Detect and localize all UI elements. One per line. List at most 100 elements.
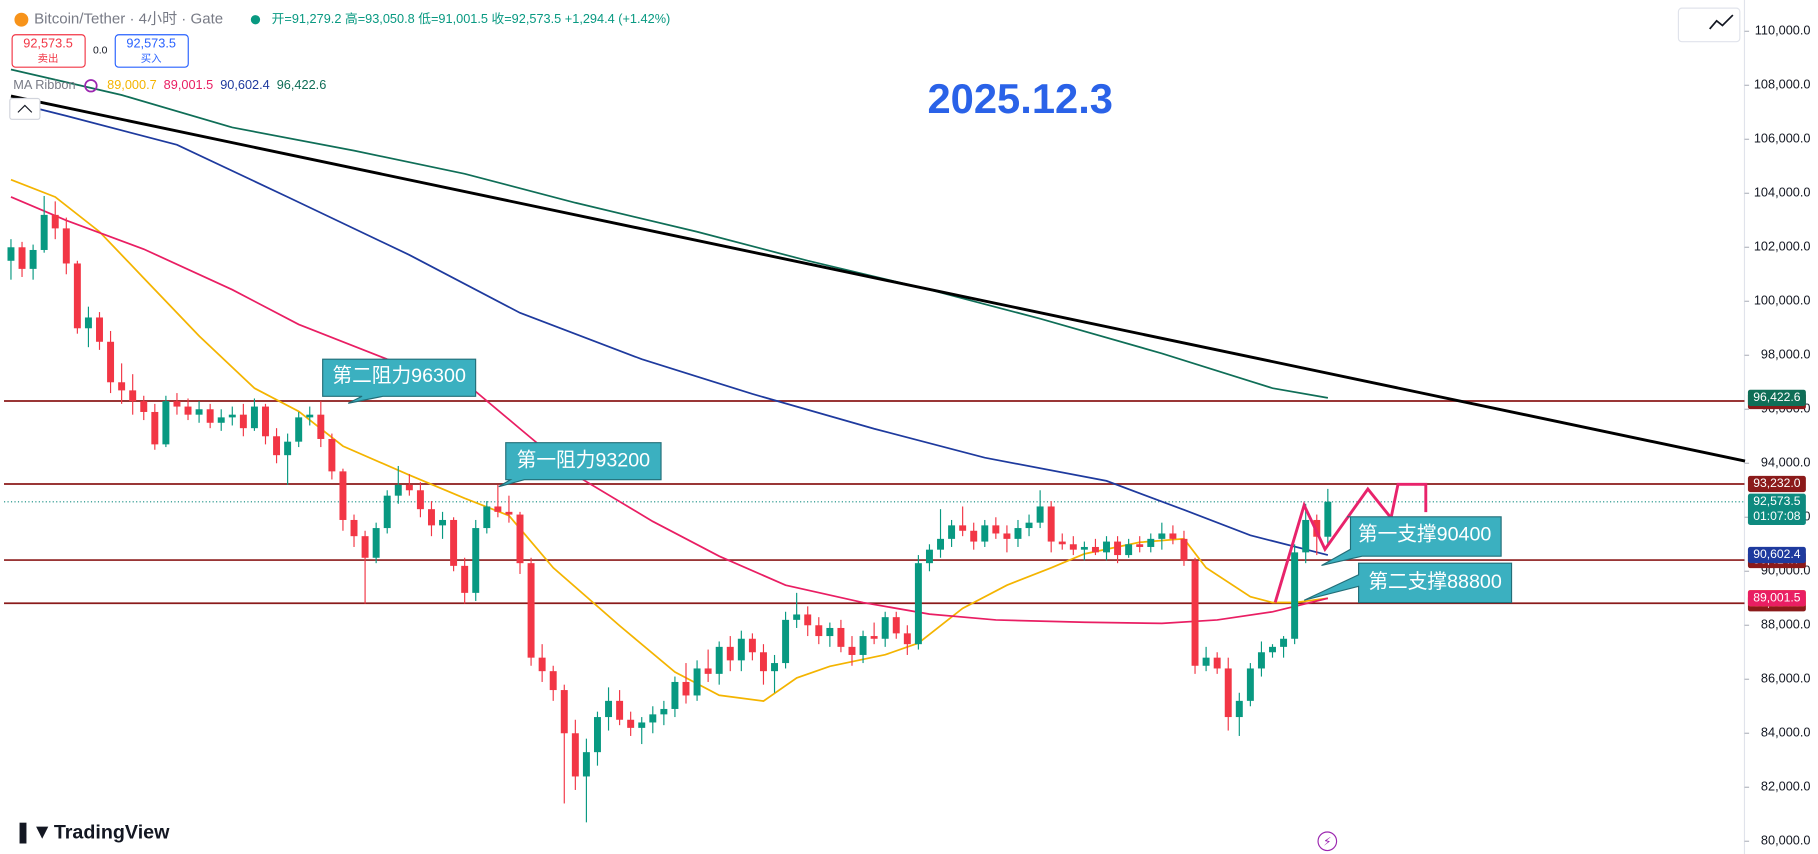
candle-body [1003, 533, 1011, 539]
ma-tag [1747, 590, 1806, 607]
projection-path [1273, 482, 1428, 603]
candle-body [549, 671, 557, 691]
y-tick-label: 104,000.0 [1754, 185, 1811, 200]
y-tick-label: 98,000.0 [1761, 347, 1811, 362]
buy-label[interactable]: 买入 [141, 53, 162, 65]
candle-body [284, 441, 292, 456]
candle-body [1158, 533, 1166, 539]
candle-body [815, 625, 823, 637]
candle-body [605, 700, 613, 718]
candle-body [892, 617, 900, 634]
candle-body [1114, 541, 1122, 556]
ma-line [10, 68, 1329, 399]
candle-body [1025, 522, 1033, 529]
candle-body [1080, 546, 1088, 550]
candle-body [51, 214, 59, 229]
candle-body [616, 700, 624, 720]
callout-box [1303, 562, 1513, 604]
candle-body [1257, 652, 1265, 669]
candle-body [759, 652, 767, 672]
candle-body [461, 565, 469, 593]
last-price-tag [1747, 493, 1806, 525]
candle-body [206, 409, 214, 423]
candle-body [173, 401, 181, 407]
y-tick-label: 84,000.0 [1761, 725, 1811, 740]
level-tag [1747, 475, 1806, 493]
candle-body [981, 525, 989, 542]
ma-legend-value: 90,602.4 [220, 77, 270, 92]
candle-body [1191, 560, 1199, 666]
candle-body [1235, 700, 1243, 718]
spread: 0.0 [93, 46, 108, 57]
candle-body [1224, 668, 1232, 718]
candle-body [516, 514, 524, 564]
candle-body [483, 506, 491, 529]
candle-body [1313, 519, 1321, 537]
candle-body [7, 247, 15, 261]
toolbar[interactable] [1677, 7, 1741, 43]
price-tags: 96,305.393,232.090,414.788,814.089,000.7… [1747, 389, 1806, 612]
brand: TradingView [54, 821, 170, 843]
candle-body [704, 668, 712, 674]
plot [4, 68, 1746, 823]
candle-body [239, 414, 247, 429]
y-tick-label: 88,000.0 [1761, 617, 1811, 632]
candle-body [682, 681, 690, 696]
candle-body [959, 525, 967, 531]
candle-body [970, 530, 978, 542]
candle-body [140, 401, 148, 412]
candle-body [1213, 657, 1221, 669]
buy-price[interactable]: 92,573.5 [126, 35, 176, 50]
candle-body [859, 636, 867, 655]
candle-body [1091, 546, 1099, 553]
candle-body [328, 438, 336, 472]
candle-body [1280, 638, 1288, 647]
candle-body [627, 719, 635, 728]
collapse-icon [17, 104, 33, 113]
candle-body [250, 406, 258, 429]
coin-icon [14, 12, 29, 27]
candle-body [1103, 541, 1110, 553]
candle-body [671, 681, 679, 709]
alert-icon[interactable] [1317, 831, 1338, 852]
last-price-label: 92,573.5 [1753, 494, 1801, 508]
y-tick-label: 108,000.0 [1754, 77, 1811, 92]
candle-body [361, 536, 369, 558]
sell-price[interactable]: 92,573.5 [23, 35, 73, 50]
candle-body [405, 484, 413, 491]
ma-legend-value: 96,422.6 [277, 77, 327, 92]
callout-box [1321, 516, 1502, 567]
candle-body [1036, 506, 1044, 523]
candle-body [582, 752, 590, 777]
candle-body [162, 401, 170, 445]
alert-glyph: ⚡ [1323, 836, 1331, 848]
candle-body [649, 714, 657, 723]
candle-body [40, 214, 48, 250]
candle-body [1058, 541, 1066, 545]
y-tick-label: 86,000.0 [1761, 671, 1811, 686]
y-tick-label: 110,000.0 [1755, 23, 1811, 38]
candle-body [1136, 544, 1144, 547]
candle-body [383, 495, 391, 529]
sell-label[interactable]: 卖出 [38, 52, 59, 65]
buy-button[interactable] [114, 34, 189, 68]
candle-body [428, 509, 435, 526]
candle-body [737, 638, 745, 661]
collapse-button[interactable] [9, 97, 41, 120]
candle-body [73, 263, 81, 329]
candle-body [118, 382, 126, 391]
sell-button[interactable] [11, 34, 86, 68]
candle-body [1291, 552, 1299, 639]
candle-body [450, 519, 458, 566]
ma-legend-value: 89,001.5 [164, 77, 214, 92]
ma-legend: 89,000.7 89,001.5 90,602.4 96,422.6 [107, 77, 326, 92]
candle-body [494, 506, 502, 512]
candle-body [217, 417, 225, 423]
toolbar-icon [1709, 14, 1734, 30]
y-tick-label: 106,000.0 [1754, 131, 1811, 146]
candle-body [339, 471, 347, 520]
candle-body [1269, 646, 1276, 653]
indicator-name: MA Ribbon [13, 77, 75, 92]
candle-body [184, 406, 192, 415]
